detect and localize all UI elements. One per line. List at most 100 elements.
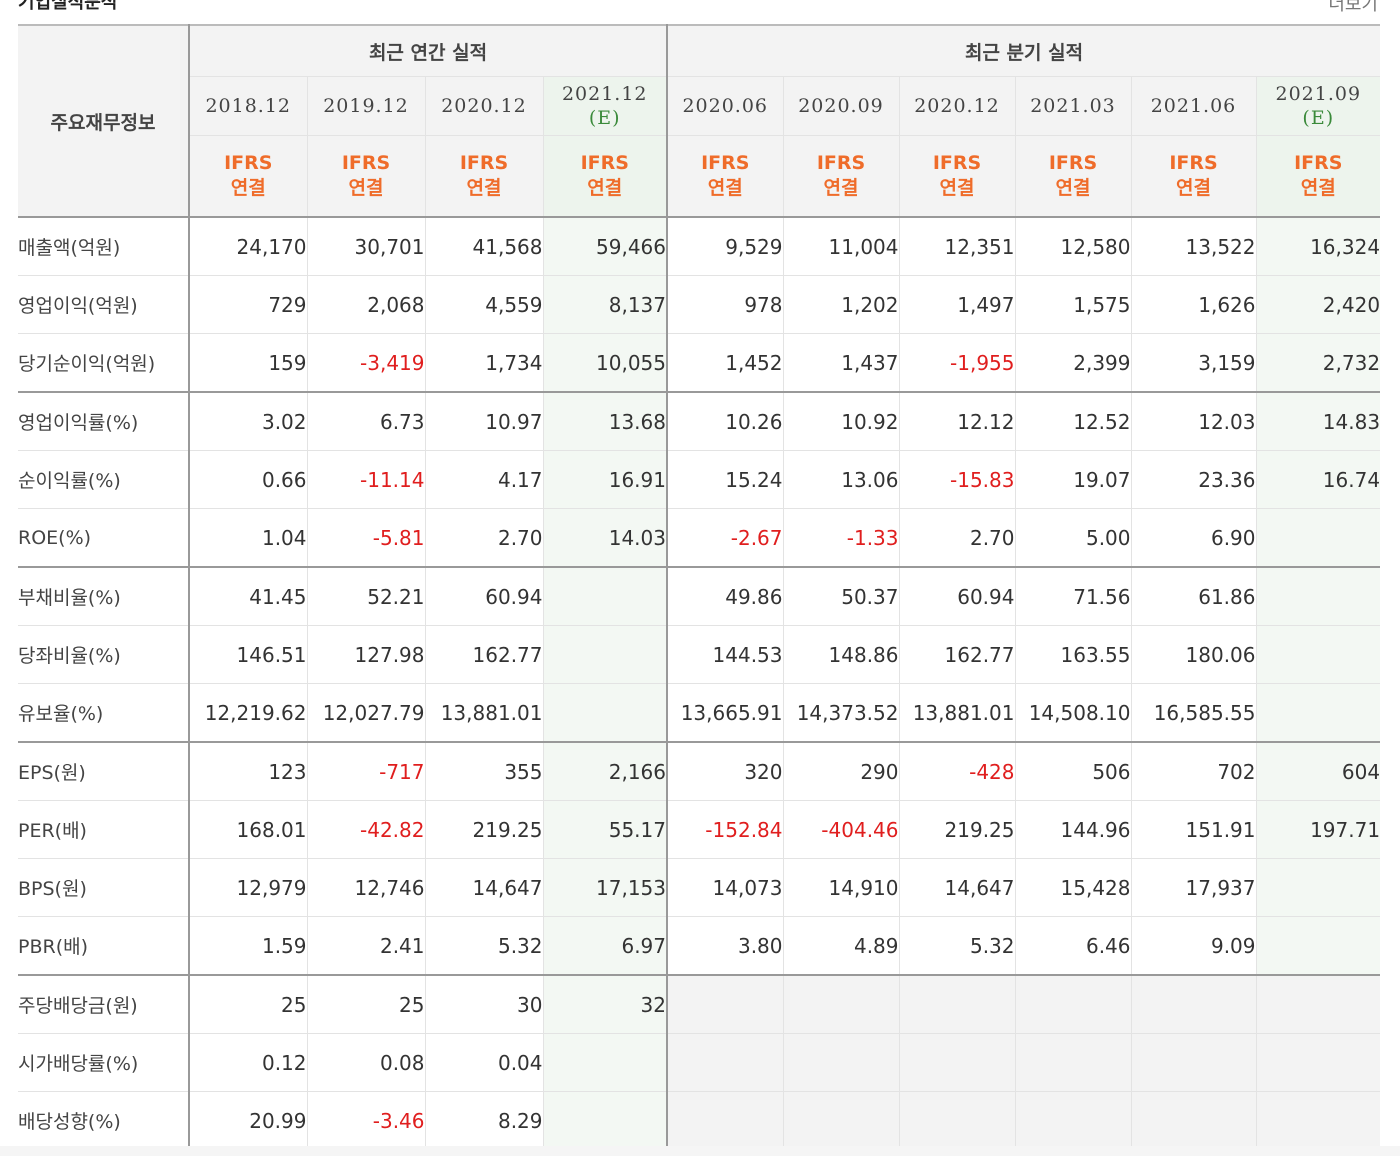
ifrs-sub-label: 연결 <box>587 177 623 199</box>
table-cell: 32 <box>542 974 668 1034</box>
table-cell <box>1255 683 1381 742</box>
ifrs-link[interactable]: IFRS 연결 <box>782 135 899 218</box>
period-label: 2021.03 <box>1030 95 1116 117</box>
table-cell: 14,647 <box>424 858 543 917</box>
table-cell <box>782 1033 899 1092</box>
ifrs-link[interactable]: IFRS 연결 <box>666 135 783 218</box>
table-row: 당좌비율(%) 146.51 127.98 162.77 144.53 148.86 162… <box>18 625 1381 684</box>
ifrs-sub-label: 연결 <box>1300 177 1336 199</box>
table-cell: 1.04 <box>188 508 307 567</box>
table-cell: 24,170 <box>188 216 307 276</box>
table-row: 시가배당률(%) 0.12 0.08 0.04 <box>18 1033 1381 1092</box>
table-cell: 4,559 <box>424 275 543 334</box>
ifrs-link[interactable]: IFRS 연결 <box>306 135 425 218</box>
table-cell: 14,647 <box>898 858 1015 917</box>
table-cell: 17,153 <box>542 858 668 917</box>
table-cell: 6.46 <box>1014 916 1131 975</box>
table-cell: 1,575 <box>1014 275 1131 334</box>
row-label: PBR(배) <box>18 916 190 975</box>
table-cell: 10.92 <box>782 391 899 451</box>
table-cell: 52.21 <box>306 566 425 626</box>
period-header: 2020.12 <box>424 76 543 136</box>
period-header-row: 2018.12 2019.12 2020.12 2021.12 (E) 2020.06 20… <box>18 76 1381 136</box>
table-cell: 729 <box>188 275 307 334</box>
table-cell: 144.53 <box>666 625 783 684</box>
row-label: 순이익률(%) <box>18 450 190 509</box>
ifrs-link[interactable]: IFRS 연결 <box>1130 135 1256 218</box>
table-cell: -11.14 <box>306 450 425 509</box>
table-body: 매출액(억원) 24,170 30,701 41,568 59,466 9,529 11,0… <box>18 216 1381 1150</box>
table-cell: 13.06 <box>782 450 899 509</box>
period-header: 2019.12 <box>306 76 425 136</box>
table-row: 영업이익(억원) 729 2,068 4,559 8,137 978 1,202 1,497 1… <box>18 275 1381 334</box>
table-cell: 59,466 <box>542 216 668 276</box>
table-cell: 71.56 <box>1014 566 1131 626</box>
financial-table: 주요재무정보 최근 연간 실적 최근 분기 실적 2018.12 2019.12 2… <box>18 24 1381 1151</box>
table-cell <box>782 1091 899 1150</box>
section-title: 기업실적분석 <box>18 0 118 13</box>
table-cell: 12.12 <box>898 391 1015 451</box>
table-cell: 12,219.62 <box>188 683 307 742</box>
table-row: PER(배) 168.01 -42.82 219.25 55.17 -152.84 -404… <box>18 800 1381 859</box>
period-header: 2018.12 <box>188 76 307 136</box>
table-cell: 15,428 <box>1014 858 1131 917</box>
estimate-marker: (E) <box>1302 107 1335 129</box>
period-header: 2021.09 (E) <box>1255 76 1381 136</box>
table-cell: 4.17 <box>424 450 543 509</box>
period-header: 2020.06 <box>666 76 783 136</box>
table-cell: 16,585.55 <box>1130 683 1256 742</box>
table-cell: 151.91 <box>1130 800 1256 859</box>
ifrs-link[interactable]: IFRS 연결 <box>898 135 1015 218</box>
table-cell <box>1014 1033 1131 1092</box>
ifrs-sub-label: 연결 <box>230 177 266 199</box>
ifrs-link[interactable]: IFRS 연결 <box>188 135 307 218</box>
ifrs-label: IFRS <box>459 152 509 174</box>
table-cell: 49.86 <box>666 566 783 626</box>
table-cell: -1,955 <box>898 333 1015 392</box>
period-label: 2020.06 <box>682 95 769 117</box>
period-label: 2021.12 <box>561 83 648 105</box>
table-cell <box>666 974 783 1034</box>
ifrs-sub-label: 연결 <box>823 177 859 199</box>
table-cell: 5.32 <box>898 916 1015 975</box>
ifrs-link[interactable]: IFRS 연결 <box>1014 135 1131 218</box>
table-cell: 2,068 <box>306 275 425 334</box>
table-cell: -42.82 <box>306 800 425 859</box>
table-cell: 290 <box>782 741 899 801</box>
table-row: 매출액(억원) 24,170 30,701 41,568 59,466 9,529 11,0… <box>18 216 1381 276</box>
table-cell: 30,701 <box>306 216 425 276</box>
table-cell: 2,732 <box>1255 333 1381 392</box>
table-cell: 0.12 <box>188 1033 307 1092</box>
horizontal-scrollbar[interactable] <box>0 1146 1400 1156</box>
table-cell: 23.36 <box>1130 450 1256 509</box>
table-cell <box>1130 1033 1256 1092</box>
period-header: 2021.06 <box>1130 76 1256 136</box>
ifrs-link[interactable]: IFRS 연결 <box>1255 135 1381 218</box>
table-cell: 14,508.10 <box>1014 683 1131 742</box>
table-cell: 320 <box>666 741 783 801</box>
quarterly-group-header: 최근 분기 실적 <box>667 24 1381 77</box>
table-cell: -5.81 <box>306 508 425 567</box>
ifrs-sub-label: 연결 <box>348 177 384 199</box>
table-cell: 15.24 <box>666 450 783 509</box>
table-cell <box>1014 974 1131 1034</box>
table-cell <box>1130 1091 1256 1150</box>
table-cell: 12,979 <box>188 858 307 917</box>
ifrs-link[interactable]: IFRS 연결 <box>542 135 668 218</box>
table-cell: 30 <box>424 974 543 1034</box>
more-link[interactable]: 더보기 <box>1328 0 1378 15</box>
table-cell: 604 <box>1255 741 1381 801</box>
table-cell: 41,568 <box>424 216 543 276</box>
table-cell: 11,004 <box>782 216 899 276</box>
table-cell: 16.74 <box>1255 450 1381 509</box>
table-row: 영업이익률(%) 3.02 6.73 10.97 13.68 10.26 10.92 12.1… <box>18 391 1381 451</box>
table-cell: -3,419 <box>306 333 425 392</box>
row-label: 유보율(%) <box>18 683 190 742</box>
table-cell <box>1255 566 1381 626</box>
table-cell: 14,373.52 <box>782 683 899 742</box>
period-label: 2021.09 <box>1275 83 1362 105</box>
table-cell <box>782 974 899 1034</box>
table-cell <box>542 566 668 626</box>
ifrs-link[interactable]: IFRS 연결 <box>424 135 543 218</box>
table-cell: 12,746 <box>306 858 425 917</box>
